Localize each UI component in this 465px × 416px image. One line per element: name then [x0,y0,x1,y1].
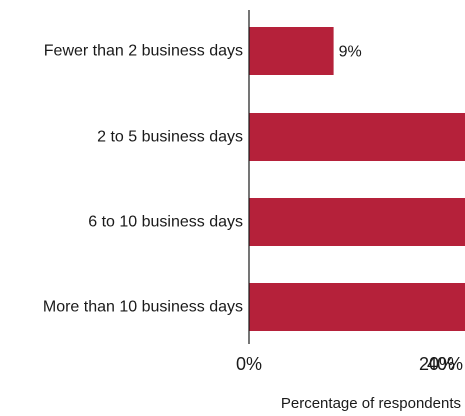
category-label: 2 to 5 business days [97,129,243,146]
bar-3 [249,198,465,246]
bars-layer [249,27,465,331]
bar-4 [249,283,465,331]
category-label: More than 10 business days [43,299,243,316]
bar-2 [249,113,465,161]
x-tick-labels: 0% 20%40% [236,354,463,374]
category-label: 6 to 10 business days [88,214,243,231]
x-tick-label: 40% [427,354,463,374]
bar-1 [249,27,334,75]
value-label: 9% [339,44,362,61]
x-tick-label: 20% [419,354,455,374]
value-labels: 9%31%29%32% [339,44,362,61]
category-labels: Fewer than 2 business days 2 to 5 busines… [43,43,243,316]
x-axis-title: Percentage of respondents [281,395,461,412]
x-tick-label: 0% [236,354,262,374]
category-label: Fewer than 2 business days [44,43,243,60]
